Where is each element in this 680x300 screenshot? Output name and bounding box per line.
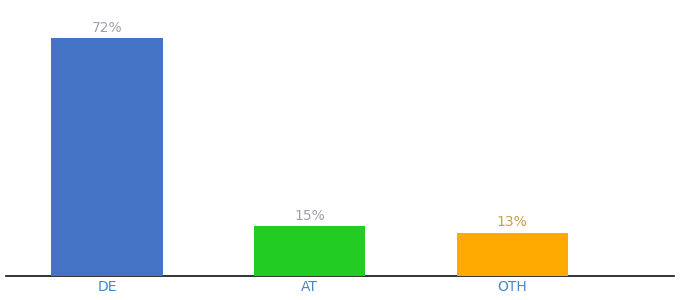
Text: 13%: 13% xyxy=(497,215,528,230)
Bar xyxy=(456,233,568,276)
Bar xyxy=(254,226,365,276)
Bar xyxy=(51,38,163,276)
Text: 15%: 15% xyxy=(294,209,325,223)
Text: 72%: 72% xyxy=(92,21,122,35)
